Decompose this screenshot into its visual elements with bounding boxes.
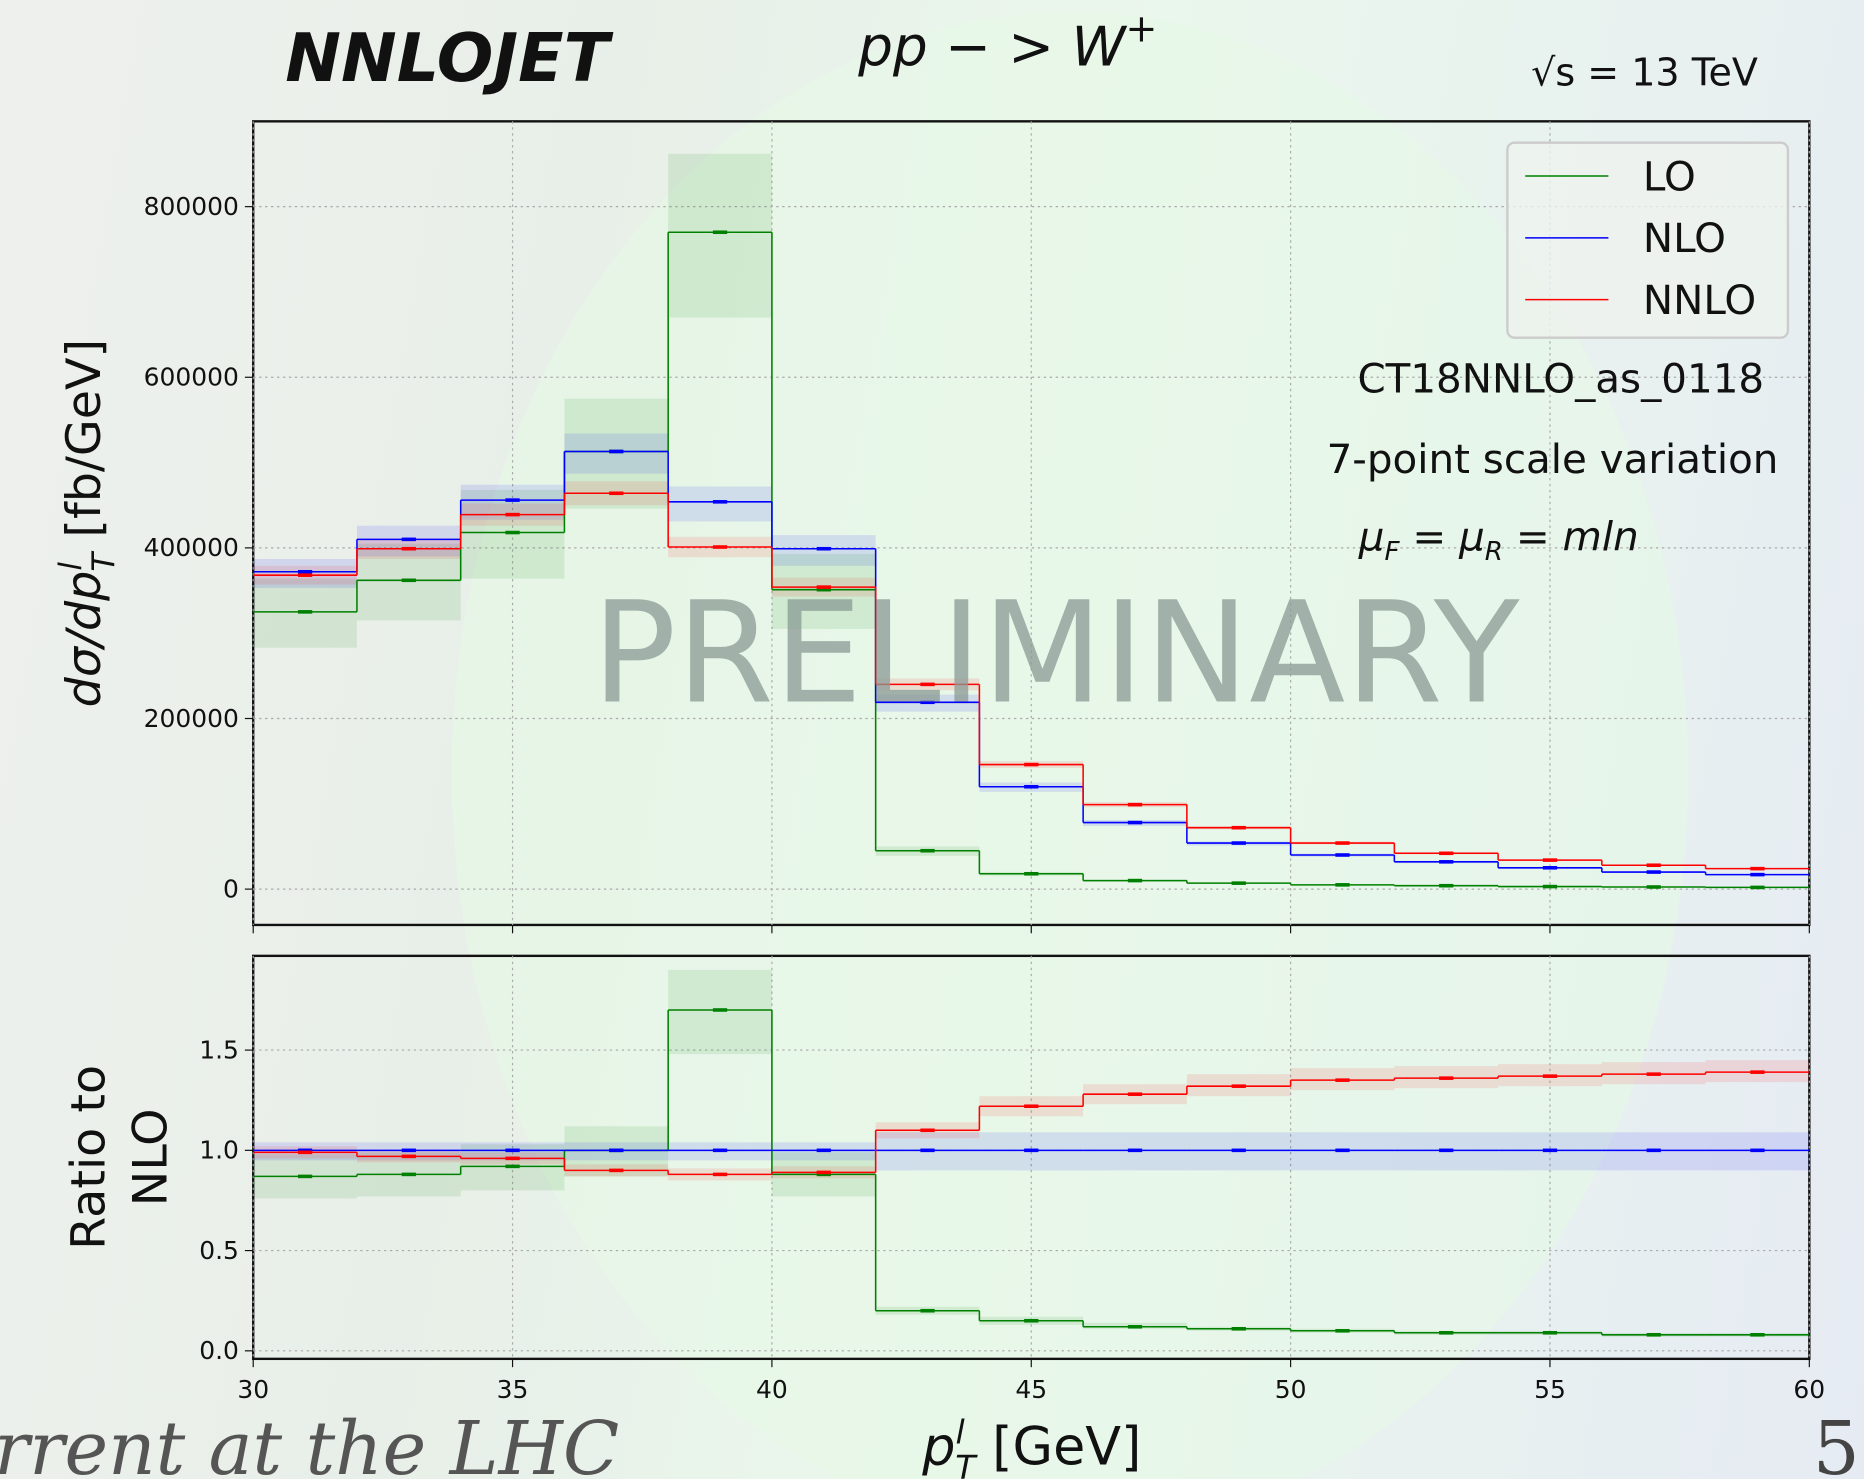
- y-tick-label: 1.0: [199, 1136, 239, 1165]
- process: pp − > W+: [857, 7, 1157, 79]
- y-tick-label: 200000: [144, 704, 239, 733]
- x-tick-label: 45: [1015, 1375, 1047, 1404]
- x-tick-label: 30: [237, 1375, 269, 1404]
- y-tick-label: 0: [223, 874, 239, 903]
- x-tick-label: 50: [1275, 1375, 1307, 1404]
- brand: NNLOJET: [285, 19, 613, 97]
- uncertainty-band: [564, 433, 669, 474]
- x-tick-label: 40: [756, 1375, 788, 1404]
- y-tick-label: 0.0: [199, 1336, 239, 1365]
- formula-part: R: [1485, 537, 1503, 567]
- x-axis-label: pl T [GeV]: [921, 1412, 1141, 1479]
- x-tick-label: 55: [1534, 1375, 1566, 1404]
- y-tick-label: 600000: [144, 363, 239, 392]
- process-sup: +: [1126, 7, 1158, 51]
- formula-part: F: [1384, 537, 1400, 567]
- y-label-base: dσ/dp: [57, 571, 112, 708]
- y-label-unit: [fb/GeV]: [57, 339, 112, 553]
- page-number: 5: [1813, 1407, 1860, 1479]
- x-tick-label: 60: [1793, 1375, 1825, 1404]
- uncertainty-band: [668, 153, 772, 318]
- annotation-formula: μF = μR = mln: [1358, 512, 1639, 567]
- uncertainty-band: [668, 969, 772, 1055]
- uncertainty-band: [668, 486, 772, 522]
- watermark: PRELIMINARY: [592, 572, 1520, 735]
- legend-label: NNLO: [1643, 276, 1756, 324]
- legend-label: LO: [1643, 152, 1696, 200]
- formula-part: = μ: [1400, 512, 1485, 560]
- annotation: 7-point scale variation: [1327, 435, 1779, 483]
- y-tick-label: 400000: [144, 533, 239, 562]
- x-tick-label: 35: [497, 1375, 529, 1404]
- x-label-base: p: [921, 1417, 955, 1478]
- y-axis-label: NLO: [123, 1108, 178, 1206]
- formula-part: μ: [1358, 512, 1385, 560]
- process-text: pp − > W: [857, 14, 1127, 78]
- legend-box: [1506, 141, 1790, 339]
- y-tick-label: 1.5: [199, 1035, 239, 1064]
- x-label-sub: T: [955, 1448, 978, 1479]
- y-label-sub: T: [86, 551, 122, 572]
- x-label-sup: l: [955, 1412, 965, 1451]
- annotation: CT18NNLO_as_0118: [1357, 354, 1764, 402]
- formula-part: = mln: [1503, 512, 1639, 560]
- y-axis-label: dσ/dplT [fb/GeV]: [53, 339, 122, 707]
- x-label-unit: [GeV]: [976, 1417, 1142, 1478]
- energy: √s = 13 TeV: [1531, 51, 1758, 95]
- legend-label: NLO: [1643, 214, 1726, 262]
- y-tick-label: 0.5: [199, 1236, 239, 1265]
- background-logo: [451, 12, 1688, 1479]
- y-tick-label: 800000: [144, 192, 239, 221]
- footer-talk: rrent at the LHC: [0, 1407, 619, 1479]
- y-axis-label: Ratio to: [62, 1065, 117, 1250]
- y-label-sup: l: [53, 562, 89, 571]
- uncertainty-band: [564, 398, 669, 509]
